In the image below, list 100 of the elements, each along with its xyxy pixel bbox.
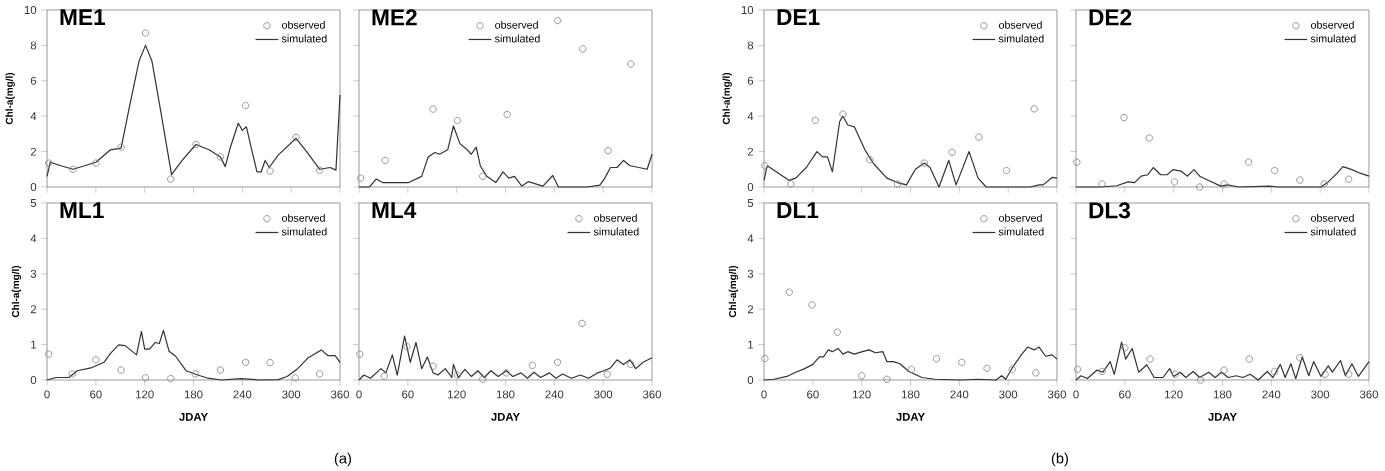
point: [1244, 158, 1253, 166]
point: [932, 355, 941, 363]
y-tick-label: 0: [30, 376, 37, 385]
x-tick-label: 300: [999, 390, 1018, 399]
point: [858, 372, 866, 380]
point: [1073, 158, 1081, 166]
x-axis-title: JDAY: [1208, 412, 1237, 421]
legend-label: observed: [998, 213, 1042, 222]
legend-label: simulated: [998, 34, 1044, 43]
chart-title: DL1: [777, 202, 819, 219]
point: [1270, 167, 1279, 175]
y-tick-label: 8: [747, 41, 754, 50]
point: [1345, 370, 1353, 379]
point: [1245, 355, 1253, 363]
point: [958, 358, 966, 366]
chart-title: DL3: [1089, 202, 1131, 219]
x-tick-label: 0: [761, 390, 767, 399]
y-tick-label: 2: [747, 305, 754, 314]
x-tick-label: 240: [950, 390, 969, 399]
line-series: [46, 329, 341, 381]
point: [1171, 370, 1179, 379]
point: [316, 166, 324, 174]
point: [1320, 180, 1328, 188]
point: [1170, 178, 1179, 186]
point: [1098, 180, 1106, 188]
y-tick-label: 10: [741, 6, 754, 15]
point: [554, 358, 562, 366]
legend-label: simulated: [1310, 227, 1356, 236]
point: [787, 180, 795, 188]
chart-title: ME2: [372, 9, 417, 26]
x-axis-title: JDAY: [179, 412, 208, 421]
chart-title: ML4: [372, 202, 417, 219]
x-tick-label: 180: [496, 390, 515, 399]
point: [785, 288, 793, 296]
point: [893, 180, 902, 188]
point: [883, 375, 891, 383]
y-tick-label: 4: [30, 112, 37, 121]
line-series: [763, 115, 1058, 188]
point: [554, 17, 562, 25]
legend-label: observed: [495, 20, 538, 29]
legend-label: simulated: [1310, 34, 1356, 43]
point: [866, 156, 874, 164]
point: [808, 301, 816, 309]
point: [833, 328, 841, 336]
point: [811, 116, 819, 124]
y-tick-label: 10: [24, 6, 37, 15]
point: [1196, 376, 1205, 384]
point: [380, 372, 388, 380]
point: [192, 141, 200, 149]
y-tick-label: 8: [30, 41, 37, 50]
point: [191, 370, 199, 378]
x-tick-label: 180: [1213, 390, 1232, 399]
y-tick-label: 4: [747, 112, 754, 121]
x-tick-label: 60: [1119, 390, 1131, 399]
point: [839, 110, 847, 118]
point: [45, 159, 53, 167]
point: [1220, 180, 1228, 188]
x-tick-label: 0: [44, 390, 50, 399]
legend-label: simulated: [281, 34, 327, 43]
y-axis-title: Chl-a(mg/l): [11, 265, 22, 318]
point: [1196, 183, 1204, 191]
y-tick-label: 0: [747, 376, 754, 385]
point: [1030, 105, 1038, 113]
point: [429, 105, 437, 113]
x-tick-label: 360: [331, 390, 350, 399]
point: [45, 350, 53, 358]
x-tick-label: 300: [282, 390, 301, 399]
x-tick-label: 60: [90, 390, 102, 399]
point: [502, 369, 510, 377]
legend-label: observed: [998, 20, 1042, 29]
point: [141, 29, 150, 37]
x-tick-label: 0: [356, 390, 362, 399]
point: [603, 370, 611, 379]
y-tick-label: 5: [747, 199, 754, 208]
y-tick-label: 6: [30, 76, 37, 85]
x-tick-label: 180: [184, 390, 203, 399]
point: [429, 362, 437, 370]
point: [69, 165, 77, 173]
point: [578, 319, 586, 328]
x-axis-title: JDAY: [491, 412, 520, 421]
point: [216, 366, 224, 374]
point: [1345, 175, 1353, 183]
x-tick-label: 360: [642, 390, 662, 399]
line-series: [763, 346, 1058, 381]
legend-label: observed: [1310, 213, 1354, 222]
line-series: [46, 44, 341, 178]
y-tick-label: 1: [748, 340, 754, 349]
point: [1270, 367, 1279, 376]
point: [627, 360, 635, 369]
point: [167, 175, 175, 183]
point: [1220, 366, 1228, 374]
point: [761, 354, 769, 363]
point: [403, 343, 411, 351]
point: [216, 153, 224, 161]
point: [1008, 365, 1016, 374]
y-axis-title: Chl-a(mg/l): [728, 265, 739, 318]
point: [68, 370, 76, 378]
point: [1098, 367, 1106, 376]
y-tick-label: 2: [30, 305, 37, 314]
x-axis-title: JDAY: [896, 412, 925, 421]
